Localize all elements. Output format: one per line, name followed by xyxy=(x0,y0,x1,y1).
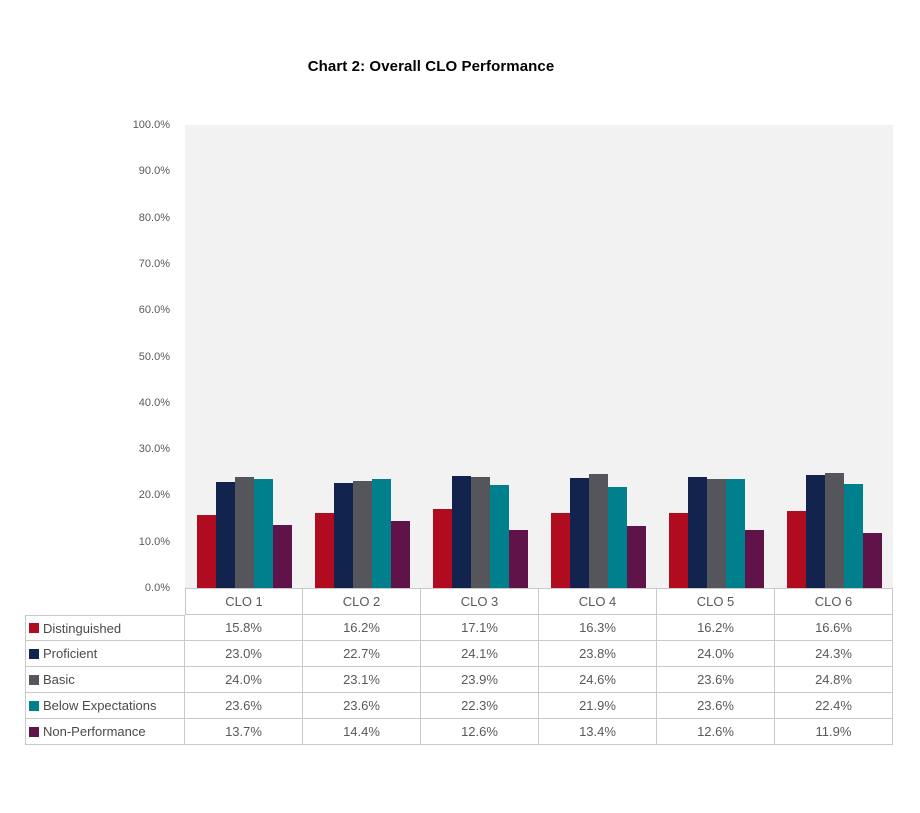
bar-proficient-clo-4 xyxy=(570,478,589,588)
table-value-basic-clo-4: 24.6% xyxy=(539,667,657,693)
bar-below-expectations-clo-6 xyxy=(844,484,863,588)
table-value-basic-clo-2: 23.1% xyxy=(303,667,421,693)
table-value-below-expectations-clo-1: 23.6% xyxy=(185,693,303,719)
table-value-basic-clo-5: 23.6% xyxy=(657,667,775,693)
bar-basic-clo-4 xyxy=(589,474,608,588)
table-header-clo-2: CLO 2 xyxy=(303,588,421,615)
bar-basic-clo-3 xyxy=(471,477,490,588)
y-axis-label: 80.0% xyxy=(138,212,170,224)
bar-below-expectations-clo-5 xyxy=(726,479,745,588)
y-axis-label: 30.0% xyxy=(138,443,170,455)
table-value-proficient-clo-4: 23.8% xyxy=(539,641,657,667)
legend-label: Non-Performance xyxy=(43,724,146,739)
legend-swatch-icon xyxy=(29,726,39,737)
table-value-below-expectations-clo-3: 22.3% xyxy=(421,693,539,719)
bar-non-performance-clo-5 xyxy=(745,530,764,588)
bar-non-performance-clo-6 xyxy=(863,533,882,588)
bar-basic-clo-6 xyxy=(825,473,844,588)
bar-distinguished-clo-6 xyxy=(787,511,806,588)
legend-swatch-icon xyxy=(29,648,39,659)
bar-non-performance-clo-2 xyxy=(391,521,410,588)
table-value-proficient-clo-5: 24.0% xyxy=(657,641,775,667)
bar-proficient-clo-1 xyxy=(216,482,235,588)
legend-cell-distinguished: Distinguished xyxy=(25,615,185,641)
table-value-proficient-clo-6: 24.3% xyxy=(775,641,893,667)
bar-below-expectations-clo-4 xyxy=(608,487,627,588)
legend-swatch-icon xyxy=(29,700,39,711)
table-header-clo-3: CLO 3 xyxy=(421,588,539,615)
bar-proficient-clo-5 xyxy=(688,477,707,588)
bar-proficient-clo-3 xyxy=(452,476,471,588)
table-value-proficient-clo-2: 22.7% xyxy=(303,641,421,667)
table-value-distinguished-clo-5: 16.2% xyxy=(657,615,775,641)
legend-swatch-icon xyxy=(29,623,39,633)
bar-proficient-clo-6 xyxy=(806,475,825,588)
table-value-non-performance-clo-5: 12.6% xyxy=(657,719,775,745)
table-value-basic-clo-6: 24.8% xyxy=(775,667,893,693)
data-table: CLO 1 CLO 2 CLO 3 CLO 4 CLO 5 CLO 6 Distinguis… xyxy=(25,588,893,745)
table-header-clo-6: CLO 6 xyxy=(775,588,893,615)
legend-cell-non-performance: Non-Performance xyxy=(25,719,185,745)
legend-cell-proficient: Proficient xyxy=(25,641,185,667)
table-header-clo-5: CLO 5 xyxy=(657,588,775,615)
table-value-below-expectations-clo-4: 21.9% xyxy=(539,693,657,719)
table-value-proficient-clo-1: 23.0% xyxy=(185,641,303,667)
y-axis-label: 60.0% xyxy=(138,304,170,316)
y-axis-label: 90.0% xyxy=(138,165,170,177)
table-value-proficient-clo-3: 24.1% xyxy=(421,641,539,667)
legend-cell-below-expectations: Below Expectations xyxy=(25,693,185,719)
bar-below-expectations-clo-1 xyxy=(254,479,273,588)
table-value-below-expectations-clo-5: 23.6% xyxy=(657,693,775,719)
y-axis-label: 20.0% xyxy=(138,489,170,501)
legend-label: Below Expectations xyxy=(43,698,157,713)
bar-distinguished-clo-2 xyxy=(315,513,334,588)
legend-cell-basic: Basic xyxy=(25,667,185,693)
bar-non-performance-clo-1 xyxy=(273,525,292,588)
y-axis-label: 40.0% xyxy=(138,397,170,409)
table-value-distinguished-clo-4: 16.3% xyxy=(539,615,657,641)
table-header-clo-1: CLO 1 xyxy=(185,588,303,615)
y-axis-label: 70.0% xyxy=(138,258,170,270)
table-value-basic-clo-3: 23.9% xyxy=(421,667,539,693)
table-value-distinguished-clo-3: 17.1% xyxy=(421,615,539,641)
table-value-non-performance-clo-1: 13.7% xyxy=(185,719,303,745)
y-axis-label: 50.0% xyxy=(138,351,170,363)
table-value-below-expectations-clo-2: 23.6% xyxy=(303,693,421,719)
table-value-non-performance-clo-3: 12.6% xyxy=(421,719,539,745)
table-value-non-performance-clo-6: 11.9% xyxy=(775,719,893,745)
table-header-clo-4: CLO 4 xyxy=(539,588,657,615)
chart-title: Chart 2: Overall CLO Performance xyxy=(307,58,555,75)
bar-distinguished-clo-3 xyxy=(433,509,452,588)
bar-distinguished-clo-1 xyxy=(197,515,216,588)
y-axis-label: 0.0% xyxy=(144,582,170,594)
bar-basic-clo-5 xyxy=(707,479,726,588)
bar-distinguished-clo-5 xyxy=(669,513,688,588)
y-axis-label: 10.0% xyxy=(138,536,170,548)
bar-basic-clo-1 xyxy=(235,477,254,588)
legend-swatch-icon xyxy=(29,674,39,685)
table-value-basic-clo-1: 24.0% xyxy=(185,667,303,693)
bar-non-performance-clo-3 xyxy=(509,530,528,588)
table-value-distinguished-clo-6: 16.6% xyxy=(775,615,893,641)
table-value-non-performance-clo-4: 13.4% xyxy=(539,719,657,745)
table-value-non-performance-clo-2: 14.4% xyxy=(303,719,421,745)
bar-non-performance-clo-4 xyxy=(627,526,646,588)
table-value-below-expectations-clo-6: 22.4% xyxy=(775,693,893,719)
table-value-distinguished-clo-2: 16.2% xyxy=(303,615,421,641)
legend-label: Proficient xyxy=(43,646,98,661)
table-value-distinguished-clo-1: 15.8% xyxy=(185,615,303,641)
bar-below-expectations-clo-2 xyxy=(372,479,391,588)
bar-distinguished-clo-4 xyxy=(551,513,570,588)
bar-basic-clo-2 xyxy=(353,481,372,588)
plot-area xyxy=(185,125,893,588)
bar-below-expectations-clo-3 xyxy=(490,485,509,588)
table-corner-cell xyxy=(25,588,185,615)
bar-proficient-clo-2 xyxy=(334,483,353,588)
legend-label: Basic xyxy=(43,672,75,687)
legend-label: Distinguished xyxy=(43,620,122,636)
y-axis-label: 100.0% xyxy=(132,119,170,131)
